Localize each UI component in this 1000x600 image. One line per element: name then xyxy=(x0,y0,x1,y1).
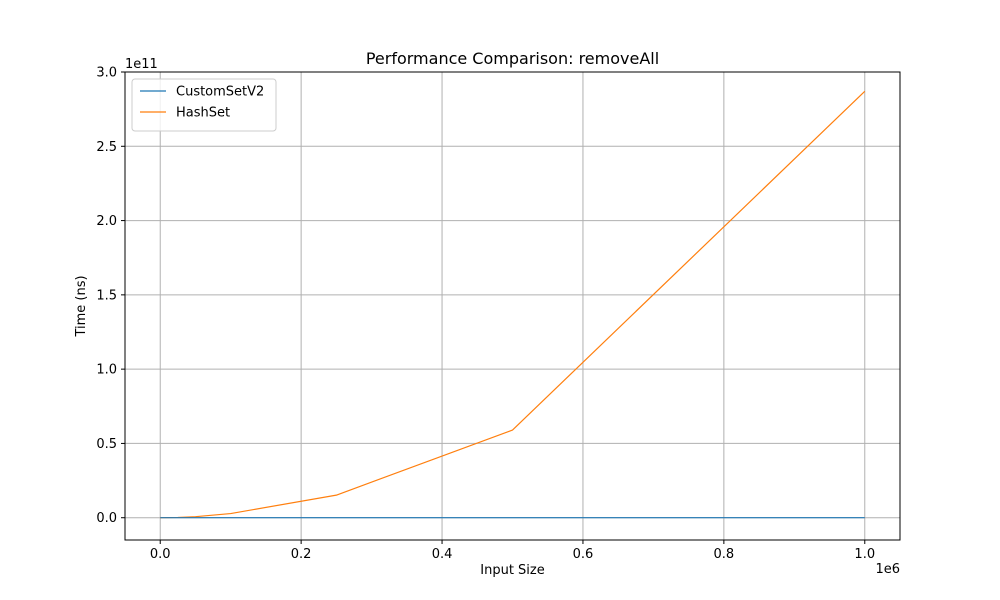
y-tick-label: 3.0 xyxy=(96,66,117,81)
x-tick-label: 0.4 xyxy=(432,547,453,562)
y-tick-label: 1.5 xyxy=(96,288,117,303)
x-tick-label: 0.2 xyxy=(291,547,312,562)
chart-title: Performance Comparison: removeAll xyxy=(366,49,659,68)
x-tick-label: 0.8 xyxy=(714,547,735,562)
legend-label: CustomSetV2 xyxy=(176,85,264,100)
y-tick-label: 0.5 xyxy=(96,437,117,452)
y-tick-label: 2.5 xyxy=(96,140,117,155)
y-tick-label: 2.0 xyxy=(96,214,117,229)
plot-frame xyxy=(124,71,901,541)
x-tick-label: 1.0 xyxy=(854,547,875,562)
legend-label: HashSet xyxy=(176,106,230,121)
legend: CustomSetV2 HashSet xyxy=(131,78,277,132)
x-axis-label: Input Size xyxy=(480,563,544,578)
series-lines xyxy=(160,90,866,519)
y-tick-label: 0.0 xyxy=(96,511,117,526)
y-tick-label: 1.0 xyxy=(96,363,117,378)
y-axis-label: Time (ns) xyxy=(74,275,89,337)
x-tick-label: 0.6 xyxy=(573,547,594,562)
legend-box xyxy=(131,78,277,132)
x-tick-label: 0.0 xyxy=(150,547,171,562)
axis-ticks: 0.0 0.2 0.4 0.6 0.8 1.0 0.0 0.5 1.0 1.5 2.0 2.5 3.0 xyxy=(96,66,875,563)
x-offset-label: 1e6 xyxy=(875,562,900,577)
y-offset-label: 1e11 xyxy=(125,57,158,72)
